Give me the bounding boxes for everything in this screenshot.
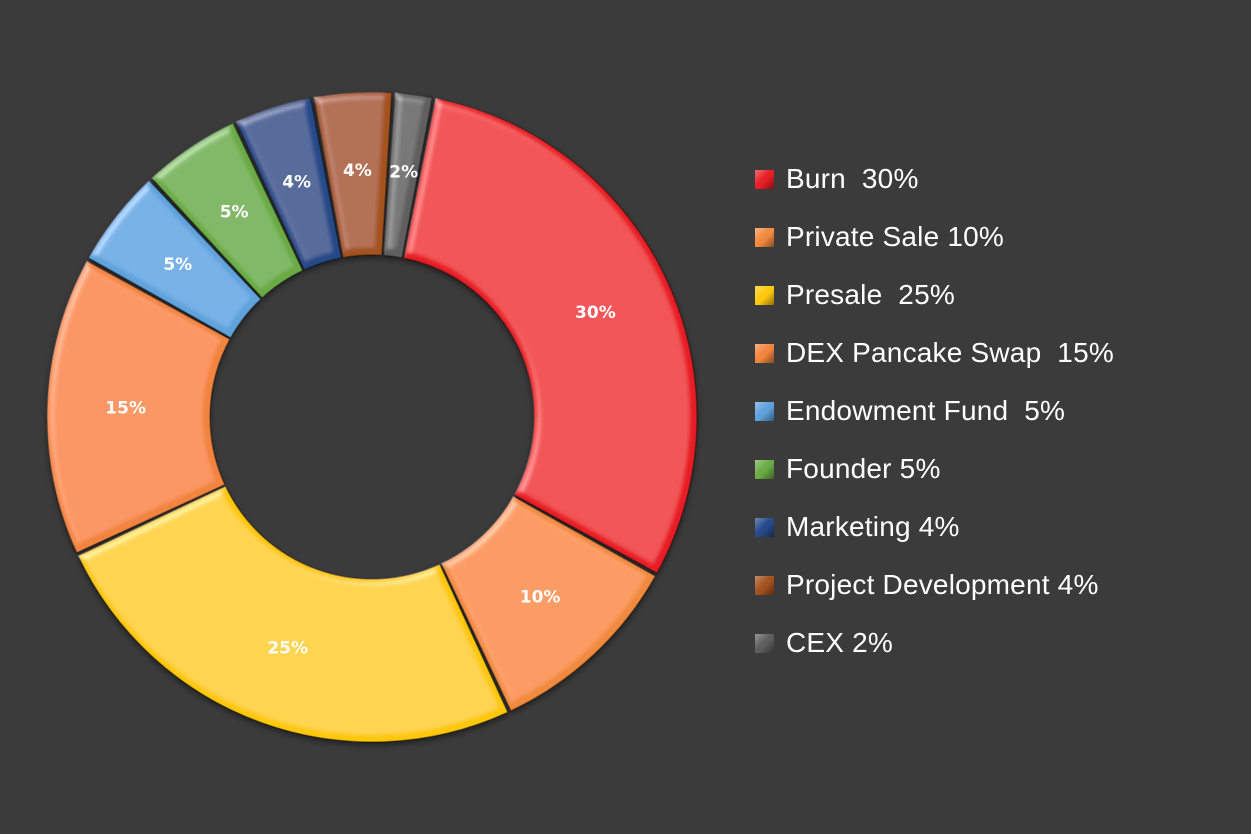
legend-swatch (755, 343, 774, 363)
slice-founder[interactable] (150, 122, 304, 300)
legend-label: CEX 2% (786, 627, 894, 658)
legend-label: Project Development 4% (786, 569, 1099, 600)
slice-burn[interactable] (402, 97, 698, 575)
legend-label: Marketing 4% (786, 511, 960, 542)
slice-label-endowment-fund: 5% (163, 255, 192, 275)
slice-cex[interactable] (382, 92, 434, 259)
slice-label-founder: 5% (220, 203, 249, 223)
legend-item-endowment-fund[interactable]: Endowment Fund 5% (755, 382, 1235, 440)
legend-label: DEX Pancake Swap 15% (786, 337, 1114, 368)
slice-label-presale: 25% (267, 639, 308, 659)
legend-item-dex-pancake-swap[interactable]: DEX Pancake Swap 15% (755, 324, 1235, 382)
legend-label: Endowment Fund 5% (786, 395, 1066, 426)
legend-item-marketing[interactable]: Marketing 4% (755, 498, 1235, 556)
slice-endowment-fund[interactable] (87, 179, 262, 339)
slice-label-burn: 30% (575, 303, 616, 323)
slice-marketing[interactable] (235, 96, 343, 271)
legend-swatch (755, 633, 774, 653)
slice-label-private-sale: 10% (520, 587, 561, 607)
slice-label-marketing: 4% (282, 172, 311, 192)
legend-swatch (755, 285, 774, 305)
legend-label: Burn 30% (786, 163, 919, 194)
legend-swatch (755, 169, 774, 189)
slice-labels: 30% 10% 25% 15% 5% 5% 4% 4% 2% (105, 161, 615, 659)
slice-dex-pancake-swap[interactable] (46, 259, 231, 554)
legend-swatch (755, 575, 774, 595)
legend-swatch (755, 227, 774, 247)
legend-label: Founder 5% (786, 453, 941, 484)
legend-swatch (755, 401, 774, 421)
legend-item-burn[interactable]: Burn 30% (755, 150, 1235, 208)
slice-project-development[interactable] (313, 91, 393, 259)
legend-label: Private Sale 10% (786, 221, 1004, 252)
legend-item-project-development[interactable]: Project Development 4% (755, 556, 1235, 614)
slice-label-project-development: 4% (343, 161, 372, 181)
legend-label: Presale 25% (786, 279, 955, 310)
slice-label-cex: 2% (389, 163, 418, 183)
legend-item-cex[interactable]: CEX 2% (755, 614, 1235, 672)
donut-chart: 30% 10% 25% 15% 5% 5% 4% 4% 2% (46, 91, 698, 743)
legend-item-presale[interactable]: Presale 25% (755, 266, 1235, 324)
legend-swatch (755, 459, 774, 479)
legend-item-founder[interactable]: Founder 5% (755, 440, 1235, 498)
legend: Burn 30% Private Sale 10% Presale 25% DEX P… (755, 150, 1235, 672)
slice-label-dex-pancake-swap: 15% (105, 398, 146, 418)
donut-slices (46, 91, 698, 743)
legend-item-private-sale[interactable]: Private Sale 10% (755, 208, 1235, 266)
slice-presale[interactable] (77, 485, 509, 743)
slice-private-sale[interactable] (440, 495, 657, 712)
legend-swatch (755, 517, 774, 537)
